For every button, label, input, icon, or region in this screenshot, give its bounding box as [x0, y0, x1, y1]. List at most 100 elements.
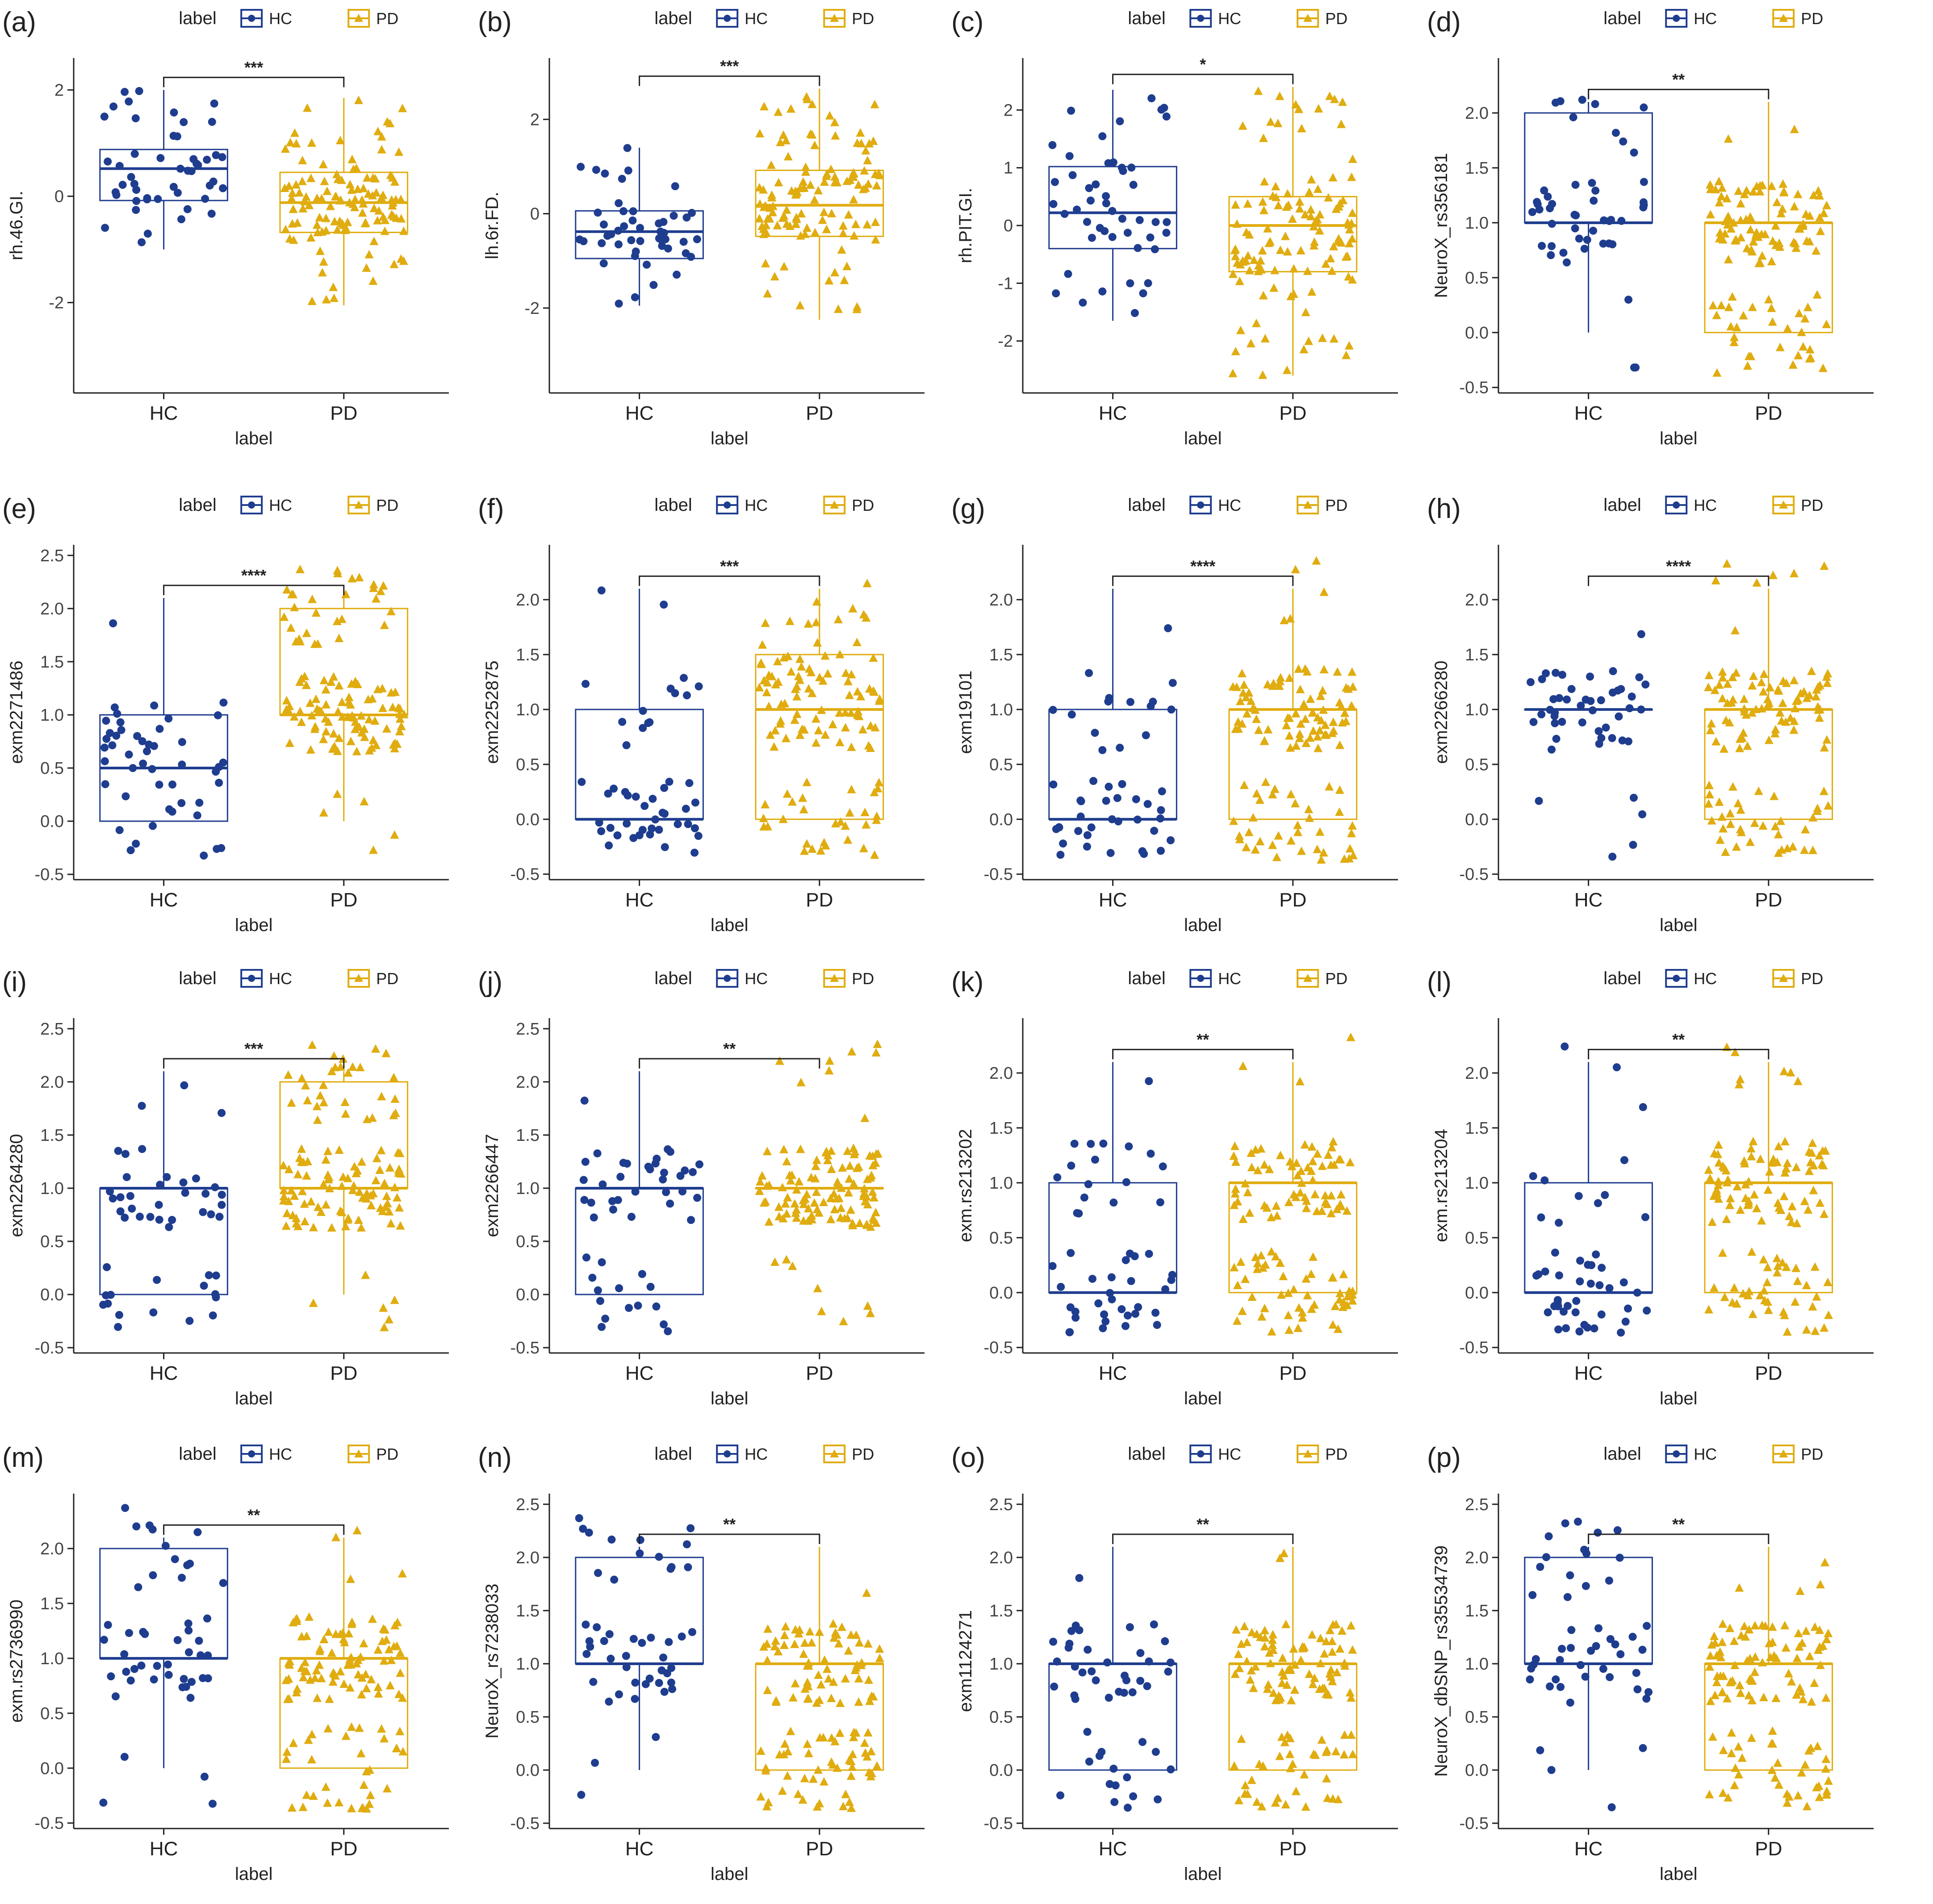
y-axis-label: exm2266447 — [482, 1134, 502, 1237]
data-point-hc — [1087, 823, 1096, 832]
data-point-hc — [689, 1168, 697, 1176]
data-point-hc — [208, 117, 216, 126]
y-tick-label: 2.0 — [516, 1549, 540, 1567]
data-point-hc — [1103, 1658, 1112, 1667]
data-point-pd — [1313, 713, 1322, 722]
data-point-hc — [625, 1304, 633, 1312]
legend-key-triangle — [830, 1449, 839, 1457]
data-point-pd — [292, 1214, 301, 1223]
data-point-pd — [1728, 672, 1737, 681]
box-hc — [575, 144, 704, 308]
data-point-hc — [1161, 1637, 1169, 1645]
data-point-pd — [820, 730, 830, 739]
data-point-hc — [623, 819, 631, 828]
data-point-pd — [1328, 173, 1338, 182]
data-point-pd — [1309, 1750, 1318, 1758]
data-point-pd — [1252, 318, 1261, 327]
data-point-pd — [1231, 1184, 1240, 1193]
data-point-pd — [1308, 708, 1317, 717]
panel-g: (g) label HC PD-0.50.00.51.01.52.0exm19101H… — [951, 493, 1398, 935]
data-point-hc — [1595, 1281, 1604, 1290]
panel-l: (l) label HC PD-0.50.00.51.01.52.0exm.rs213… — [1427, 967, 1874, 1408]
data-point-hc — [1117, 1305, 1126, 1313]
data-point-hc — [1558, 671, 1566, 679]
data-point-pd — [287, 1803, 297, 1812]
data-point-hc — [1122, 1676, 1131, 1684]
data-point-hc — [100, 757, 109, 765]
data-point-pd — [762, 688, 771, 697]
data-point-hc — [1107, 1273, 1116, 1282]
y-axis-label: lh.6r.FD. — [482, 192, 502, 259]
y-tick-label: 1.5 — [40, 1126, 64, 1145]
data-point-pd — [311, 608, 321, 617]
data-point-pd — [1786, 1068, 1795, 1077]
data-point-pd — [284, 706, 293, 714]
data-point-pd — [362, 1804, 371, 1813]
box-body — [99, 1548, 228, 1659]
data-point-hc — [1087, 1140, 1095, 1148]
data-point-hc — [1555, 694, 1564, 702]
y-tick-label: 0.0 — [1465, 1761, 1489, 1780]
data-point-pd — [791, 1679, 800, 1687]
data-point-hc — [1065, 1640, 1074, 1648]
y-tick-label: 2.0 — [516, 1073, 540, 1092]
data-point-pd — [343, 1215, 352, 1224]
data-point-pd — [1329, 334, 1339, 343]
legend: label HC PD — [179, 495, 398, 515]
data-point-hc — [1542, 669, 1550, 677]
data-point-hc — [693, 1194, 702, 1202]
data-point-pd — [1802, 1281, 1811, 1290]
data-point-pd — [1301, 1802, 1310, 1811]
legend-key-circle — [1673, 975, 1680, 982]
data-point-hc — [173, 188, 182, 197]
data-point-pd — [792, 709, 802, 718]
data-point-hc — [1615, 712, 1623, 721]
data-point-hc — [1143, 1682, 1151, 1691]
data-point-pd — [1267, 1247, 1276, 1256]
data-point-hc — [1617, 217, 1626, 225]
data-point-pd — [820, 651, 830, 660]
data-point-hc — [1575, 1327, 1584, 1336]
data-point-pd — [325, 1184, 334, 1193]
data-point-pd — [397, 722, 406, 731]
data-point-hc — [1559, 1307, 1568, 1316]
data-point-hc — [1581, 1672, 1590, 1681]
data-point-pd — [1251, 845, 1260, 854]
data-point-pd — [293, 1169, 303, 1178]
data-point-pd — [1318, 333, 1327, 342]
data-point-pd — [332, 616, 342, 625]
data-point-pd — [822, 225, 831, 234]
data-point-pd — [1335, 785, 1344, 794]
data-point-hc — [1630, 148, 1638, 157]
data-point-pd — [361, 1670, 370, 1679]
data-point-hc — [597, 586, 606, 595]
data-point-pd — [1767, 257, 1776, 266]
data-point-pd — [323, 1798, 332, 1807]
data-point-pd — [387, 195, 396, 204]
data-point-pd — [1767, 181, 1776, 190]
box-pd — [279, 96, 409, 305]
data-point-pd — [1743, 1290, 1753, 1299]
data-point-pd — [378, 212, 388, 221]
data-point-pd — [1815, 191, 1824, 200]
data-point-hc — [618, 175, 626, 183]
data-point-hc — [693, 235, 701, 243]
data-point-pd — [767, 193, 777, 202]
data-point-hc — [1122, 1178, 1130, 1186]
data-point-pd — [779, 262, 789, 271]
box-body — [1704, 709, 1833, 820]
data-point-pd — [766, 160, 776, 169]
data-point-pd — [773, 656, 782, 665]
data-point-pd — [1249, 1683, 1258, 1692]
data-point-hc — [116, 718, 125, 727]
data-point-pd — [1291, 741, 1301, 750]
data-point-pd — [331, 1532, 341, 1541]
data-point-hc — [1567, 1644, 1575, 1652]
data-point-pd — [331, 192, 341, 201]
data-point-hc — [635, 831, 644, 839]
data-point-hc — [646, 830, 654, 839]
panel-label: (j) — [478, 967, 502, 998]
data-point-pd — [1259, 291, 1268, 300]
data-point-pd — [1765, 1167, 1774, 1176]
data-point-pd — [1711, 576, 1720, 585]
